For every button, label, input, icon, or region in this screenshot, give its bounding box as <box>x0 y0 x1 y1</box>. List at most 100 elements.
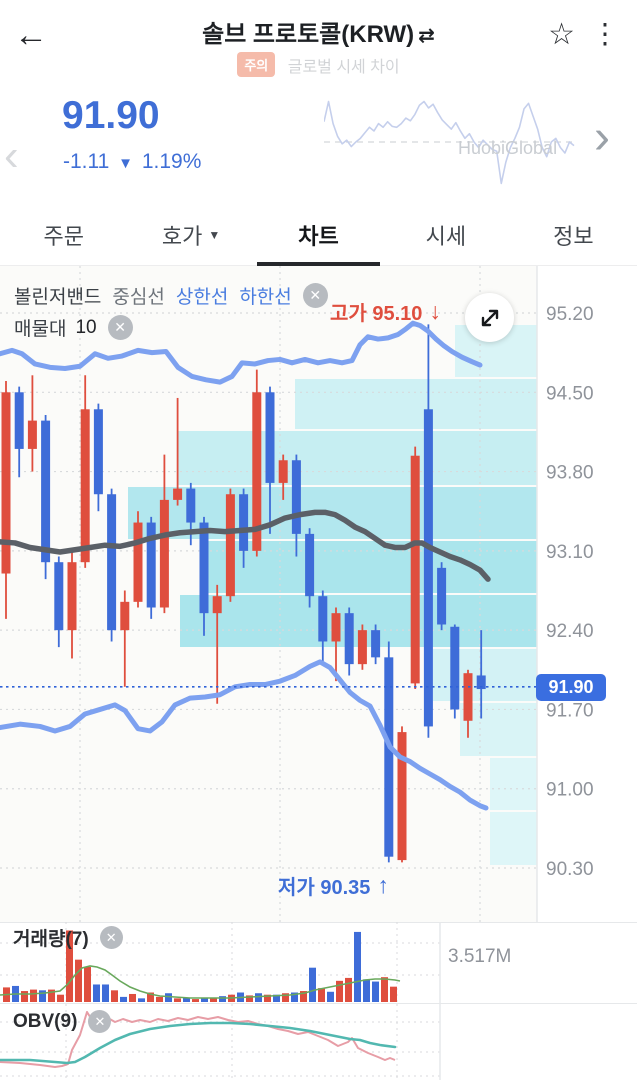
swap-icon[interactable]: ⇄ <box>418 25 435 47</box>
favorite-star-icon[interactable]: ☆ <box>548 18 575 51</box>
tab-market[interactable]: 시세 <box>382 205 509 265</box>
volume-bar <box>246 995 253 1002</box>
candle-body <box>410 455 420 684</box>
coin-title: 솔브 프로토콜(KRW) <box>202 21 415 48</box>
tab-label: 주문 <box>43 224 84 249</box>
candlestick-chart[interactable]: 95.20 94.50 93.80 93.10 92.40 91.70 91.00 90.30 <box>0 266 637 922</box>
expand-chart-button[interactable] <box>465 293 514 342</box>
volume-bar <box>39 990 46 1002</box>
candle-body <box>397 732 407 861</box>
tab-info[interactable]: 정보 <box>510 205 637 265</box>
candle-body <box>27 420 37 449</box>
prev-coin-chevron[interactable]: ‹ <box>4 131 19 180</box>
arrow-down-icon: ↓ <box>429 298 441 324</box>
chevron-down-icon: ▼ <box>208 228 221 242</box>
volume-profile-row <box>490 812 537 865</box>
volume-axis-value: 3.517M <box>448 946 512 967</box>
next-coin-chevron[interactable]: › <box>594 111 610 164</box>
y-axis-label: 93.10 <box>546 542 594 563</box>
current-price-badge: 91.90 <box>536 674 606 701</box>
tab-label: 호가 <box>161 224 203 249</box>
candle-body <box>476 675 486 690</box>
volume-ma-line <box>0 965 401 999</box>
y-axis-label: 93.80 <box>546 463 594 484</box>
tab-bar: 주문 호가 ▼ 차트 시세 정보 <box>0 205 637 266</box>
arrow-up-icon: ↑ <box>377 872 389 898</box>
legend-bollinger-name: 볼린저밴드 <box>14 287 102 308</box>
tab-label: 시세 <box>425 224 467 249</box>
volume-bar <box>255 993 262 1002</box>
volume-bar <box>318 988 325 1002</box>
close-icon[interactable]: ✕ <box>107 315 133 340</box>
volume-bar <box>300 991 307 1002</box>
change-percent: 1.19% <box>141 150 202 173</box>
volume-bar <box>219 996 226 1002</box>
volume-bar <box>138 998 145 1002</box>
page-title: 솔브 프로토콜(KRW) ⇄ <box>0 14 637 49</box>
chart-background <box>0 266 537 922</box>
volume-bar <box>390 986 397 1002</box>
candle-body <box>212 596 222 614</box>
current-price: 91.90 <box>62 94 160 137</box>
close-icon[interactable]: ✕ <box>99 926 123 949</box>
volume-profile-row <box>295 379 537 429</box>
volume-bar <box>381 977 388 1002</box>
volume-profile-row <box>200 541 537 593</box>
volume-label-text: 거래량(7) <box>13 929 89 950</box>
active-tab-underline <box>256 262 381 266</box>
candle-body <box>120 601 130 631</box>
volume-bar <box>282 993 289 1002</box>
low-price-annotation: 저가 90.35 ↑ <box>278 871 389 900</box>
volume-bar <box>354 931 361 1002</box>
tab-chart[interactable]: 차트 <box>255 205 382 266</box>
volume-bar <box>264 994 271 1002</box>
change-amount: -1.11 <box>63 150 110 173</box>
volume-bar <box>57 994 64 1002</box>
candle-body <box>199 522 209 614</box>
candle-body <box>265 392 275 483</box>
volume-bar <box>66 930 73 1002</box>
close-icon[interactable]: ✕ <box>88 1010 112 1033</box>
close-icon[interactable]: ✕ <box>302 283 328 308</box>
volume-bar <box>210 998 217 1002</box>
tab-order[interactable]: 주문 <box>0 205 127 265</box>
tab-label: 차트 <box>298 224 339 249</box>
tab-orderbook[interactable]: 호가 ▼ <box>127 205 254 265</box>
candle-body <box>318 596 328 642</box>
candle-body <box>41 420 51 563</box>
candle-body <box>291 460 301 534</box>
y-axis-label: 95.20 <box>546 304 594 325</box>
candle-body <box>437 567 447 625</box>
y-axis-label: 91.00 <box>546 780 594 801</box>
back-button[interactable]: ← <box>14 16 48 54</box>
tab-label: 정보 <box>553 224 594 249</box>
volume-chart[interactable] <box>0 922 637 1004</box>
candle-body <box>331 613 341 642</box>
mini-sparkline-chart <box>324 100 575 185</box>
y-axis-label: 90.30 <box>546 859 594 880</box>
obv-chart[interactable] <box>0 1004 637 1080</box>
obv-line <box>0 1011 396 1068</box>
warning-badge: 주의 <box>237 52 276 77</box>
bollinger-lower-band <box>0 659 489 811</box>
volume-bar <box>21 991 28 1002</box>
volume-bar <box>327 991 334 1002</box>
volume-bar <box>345 977 352 1002</box>
candle-body <box>173 488 183 500</box>
high-price-annotation: 고가 95.10 ↓ <box>330 297 441 326</box>
candle-body <box>278 460 288 483</box>
volume-bar <box>336 980 343 1002</box>
volume-bar <box>201 997 208 1002</box>
candle-body <box>305 533 315 597</box>
volume-bar <box>309 967 316 1002</box>
volume-indicator-label: 거래량(7) ✕ <box>13 924 123 951</box>
kebab-menu-icon[interactable]: ⋮ <box>591 18 619 49</box>
volume-bar <box>93 984 100 1002</box>
legend-profile-name: 매물대 <box>14 319 67 340</box>
y-axis-label: 92.40 <box>546 621 594 642</box>
candle-body <box>80 409 90 563</box>
obv-indicator-label: OBV(9) ✕ <box>13 1010 112 1033</box>
volume-bar <box>75 959 82 1002</box>
down-triangle-icon: ▼ <box>118 155 134 172</box>
volume-bar <box>30 989 37 1002</box>
